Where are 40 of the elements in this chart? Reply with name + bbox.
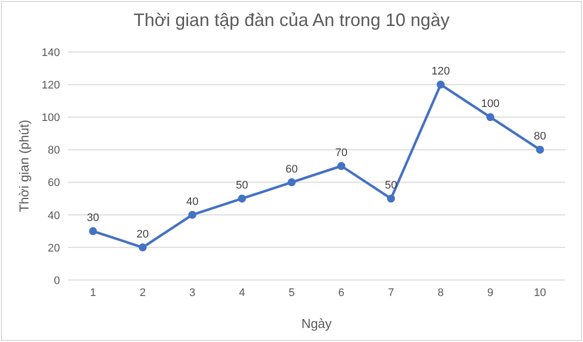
data-label: 120 <box>431 66 450 78</box>
point <box>486 113 494 122</box>
data-label: 30 <box>86 212 100 224</box>
y-tick-label: 40 <box>48 210 60 222</box>
point <box>337 162 346 170</box>
point <box>288 178 296 186</box>
point <box>138 243 147 252</box>
x-axis-title: Ngày <box>301 316 332 331</box>
y-tick-label: 120 <box>42 79 60 92</box>
data-label: 60 <box>286 163 298 176</box>
y-tick-label: 60 <box>48 177 60 190</box>
point <box>387 194 395 203</box>
point <box>536 146 544 154</box>
x-tick-label: 8 <box>438 286 444 299</box>
x-tick-label: 3 <box>189 286 196 299</box>
x-tick-label: 6 <box>338 286 344 299</box>
point <box>436 80 445 89</box>
y-tick-label: 100 <box>42 112 60 124</box>
x-tick-label: 9 <box>487 286 494 299</box>
data-label: 100 <box>481 98 500 110</box>
x-tick-label: 2 <box>140 286 146 299</box>
x-tick-label: 4 <box>238 286 246 299</box>
chart-title: Thời gian tập đàn của An trong 10 ngày <box>132 10 451 31</box>
y-tick-label: 80 <box>48 144 60 157</box>
data-label: 50 <box>236 180 248 192</box>
data-label: 20 <box>136 228 149 240</box>
x-tick-label: 1 <box>90 286 96 299</box>
data-label: 40 <box>186 196 198 208</box>
point <box>89 227 97 236</box>
y-tick-label: 20 <box>48 242 60 254</box>
y-tick-label: 0 <box>54 274 60 287</box>
data-label: 70 <box>335 147 348 159</box>
x-tick-label: 7 <box>388 286 394 299</box>
point <box>188 210 196 219</box>
x-tick-label: 5 <box>288 286 295 299</box>
y-tick-label: 140 <box>42 46 60 59</box>
data-label: 80 <box>534 130 546 143</box>
point <box>238 194 246 203</box>
y-axis-title: Thời gian (phút) <box>16 120 32 212</box>
x-tick-label: 10 <box>534 286 546 299</box>
